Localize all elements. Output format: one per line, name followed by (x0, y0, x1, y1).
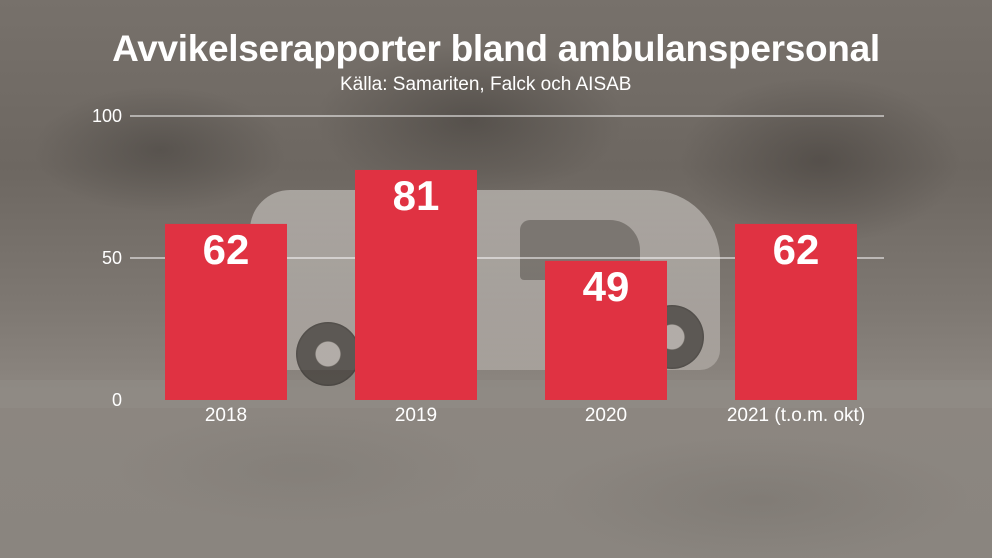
data-label: 49 (583, 263, 630, 310)
bar-2018 (165, 223, 287, 400)
bar-2019 (355, 169, 477, 400)
data-label: 81 (393, 172, 440, 219)
data-label: 62 (203, 226, 250, 273)
data-label: 62 (773, 226, 820, 273)
background-wheel (296, 322, 360, 386)
x-tick-label: 2020 (585, 405, 627, 426)
chart-title: Avvikelserapporter bland ambulanspersona… (112, 28, 880, 69)
bar-2021 (735, 223, 857, 400)
x-tick-label: 2019 (395, 405, 437, 426)
y-tick-label: 100 (92, 106, 122, 126)
bar-2020 (545, 260, 667, 400)
label-layer: 0 50 100 62 2018 81 2019 49 2020 62 2021 (t.o.m. o… (92, 106, 865, 426)
chart-subtitle: Källa: Samariten, Falck och AISAB (340, 74, 632, 95)
y-tick-label: 50 (102, 248, 122, 268)
x-tick-label: 2018 (205, 405, 247, 426)
x-tick-label: 2021 (t.o.m. okt) (727, 405, 865, 426)
bar-layer (165, 169, 857, 400)
y-tick-label: 0 (112, 390, 122, 410)
